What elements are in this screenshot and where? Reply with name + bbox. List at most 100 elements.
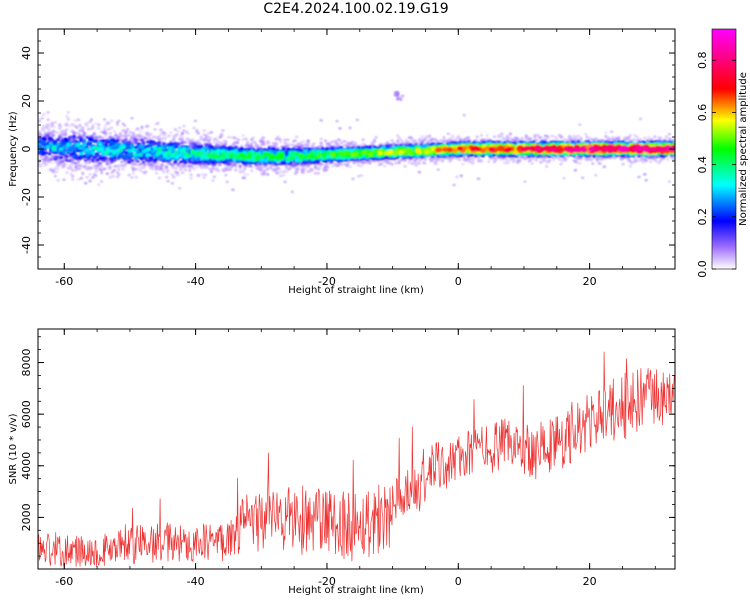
spectrogram-cell bbox=[41, 145, 46, 149]
spectrogram-cell bbox=[255, 144, 260, 148]
spectrogram-cell bbox=[255, 162, 260, 166]
spectrogram-cell bbox=[49, 168, 53, 171]
spectrogram-cell bbox=[644, 159, 648, 163]
spectrogram-cell bbox=[383, 164, 387, 168]
spectrogram-cell bbox=[131, 132, 136, 136]
spectrogram-cell bbox=[119, 154, 124, 158]
spectrogram-cell bbox=[504, 158, 508, 162]
spectrogram-cell bbox=[151, 149, 156, 154]
spectrogram-cell bbox=[39, 155, 43, 159]
spectrogram-cell bbox=[124, 162, 128, 165]
spectrogram-cell bbox=[45, 126, 49, 129]
spectrogram-cell bbox=[450, 134, 455, 138]
spectrogram-cell bbox=[128, 138, 133, 141]
spectrogram-cell bbox=[146, 131, 150, 135]
spectrogram-cell bbox=[667, 132, 672, 136]
spectrogram-cell bbox=[127, 173, 131, 177]
spectrogram-cell bbox=[664, 135, 669, 139]
spectrogram-cell bbox=[38, 119, 42, 123]
spectrogram-cell bbox=[578, 162, 582, 165]
spectrogram-cell bbox=[672, 158, 675, 162]
spectrogram-cell bbox=[84, 161, 88, 165]
spectrogram-cell bbox=[273, 168, 277, 172]
spectrogram-cell bbox=[346, 161, 351, 165]
spectrogram-cell bbox=[169, 131, 173, 134]
spectrogram-cell bbox=[641, 160, 645, 164]
spectrogram-cell bbox=[156, 161, 160, 165]
spectrogram-cell bbox=[170, 182, 175, 185]
spectrogram-cell bbox=[659, 159, 663, 162]
spectrogram-cell bbox=[390, 163, 394, 166]
spectrogram-cell bbox=[281, 170, 286, 174]
spectrogram-cell bbox=[141, 140, 146, 144]
spectrogram-cell bbox=[75, 131, 79, 135]
spectrogram-cell bbox=[417, 170, 422, 174]
spectrogram-cell bbox=[396, 97, 400, 100]
spectrogram-cell bbox=[50, 123, 55, 127]
spectrogram-cell bbox=[462, 155, 466, 159]
spectrogram-cell bbox=[316, 171, 320, 175]
spectrogram-cell bbox=[141, 160, 146, 164]
spectrogram-cell bbox=[61, 150, 67, 154]
spectrogram-cell bbox=[172, 137, 176, 140]
spectrogram-cell bbox=[671, 139, 675, 143]
spectrogram-cell bbox=[94, 170, 98, 174]
spectrogram-cell bbox=[166, 161, 170, 165]
spectrogram-cell bbox=[115, 142, 120, 147]
spectrogram-cell bbox=[112, 168, 117, 172]
spectrogram-cell bbox=[643, 136, 647, 140]
spectrogram-cell bbox=[151, 135, 156, 139]
spectrogram-cell bbox=[69, 166, 73, 170]
spectrogram-cell bbox=[552, 158, 556, 162]
spectrogram-cell bbox=[442, 140, 446, 143]
spectrogram-cell bbox=[45, 145, 51, 149]
spectrogram-cell bbox=[555, 136, 559, 140]
spectrogram-cell bbox=[227, 166, 231, 169]
spectrogram-cell bbox=[595, 158, 599, 162]
spectrogram-cell bbox=[102, 167, 107, 171]
spectrogram-cell bbox=[527, 159, 531, 163]
spectrogram-cell bbox=[520, 136, 524, 140]
spectrogram-cell bbox=[503, 161, 507, 165]
spectrogram-cell bbox=[247, 145, 251, 149]
spectrogram-cell bbox=[452, 183, 456, 187]
spectrogram-cell bbox=[394, 90, 398, 94]
spectrogram-cell bbox=[284, 170, 289, 173]
spectrogram-cell bbox=[258, 139, 263, 143]
spectrogram-cell bbox=[183, 140, 188, 144]
spectrogram-cell bbox=[323, 139, 328, 143]
spectrogram-cell bbox=[241, 176, 245, 180]
spectrogram-cell bbox=[57, 133, 62, 137]
spectrogram-cell bbox=[215, 138, 219, 142]
spectrogram-cell bbox=[234, 166, 238, 169]
spectrogram-cell bbox=[73, 119, 78, 122]
spectrogram-cell bbox=[224, 140, 228, 144]
spectrogram-cell bbox=[627, 159, 631, 162]
spectrogram-cell bbox=[68, 124, 72, 127]
spectrogram-cell bbox=[164, 175, 169, 179]
spectrogram-cell bbox=[176, 129, 180, 133]
spectrogram-cell bbox=[218, 163, 222, 167]
spectrogram-cell bbox=[43, 133, 47, 137]
spectrogram-cell bbox=[138, 144, 143, 148]
spectrogram-cell bbox=[476, 156, 481, 160]
spectrogram-cell bbox=[283, 180, 287, 184]
spectrogram-cell bbox=[162, 170, 166, 174]
spectrogram-cell bbox=[73, 161, 78, 165]
spectrogram-cell bbox=[133, 134, 137, 138]
spectrogram-cell bbox=[390, 139, 394, 142]
spectrogram-cell bbox=[339, 141, 344, 145]
spectrogram-cell bbox=[621, 162, 625, 166]
spectrogram-cell bbox=[361, 138, 365, 142]
spectrogram-cell bbox=[84, 148, 90, 152]
spectrogram-cell bbox=[55, 170, 59, 174]
spectrogram-cell bbox=[396, 140, 400, 144]
spectrogram-cell bbox=[296, 142, 300, 146]
spectrogram-cell bbox=[536, 133, 540, 137]
spectrogram-cell bbox=[231, 188, 235, 192]
spectrogram-cell bbox=[313, 171, 318, 175]
spectrogram-cell bbox=[166, 171, 170, 175]
spectrogram-cell bbox=[316, 167, 320, 171]
spectrogram-cell bbox=[159, 167, 163, 170]
spectrogram-cell bbox=[212, 141, 216, 144]
